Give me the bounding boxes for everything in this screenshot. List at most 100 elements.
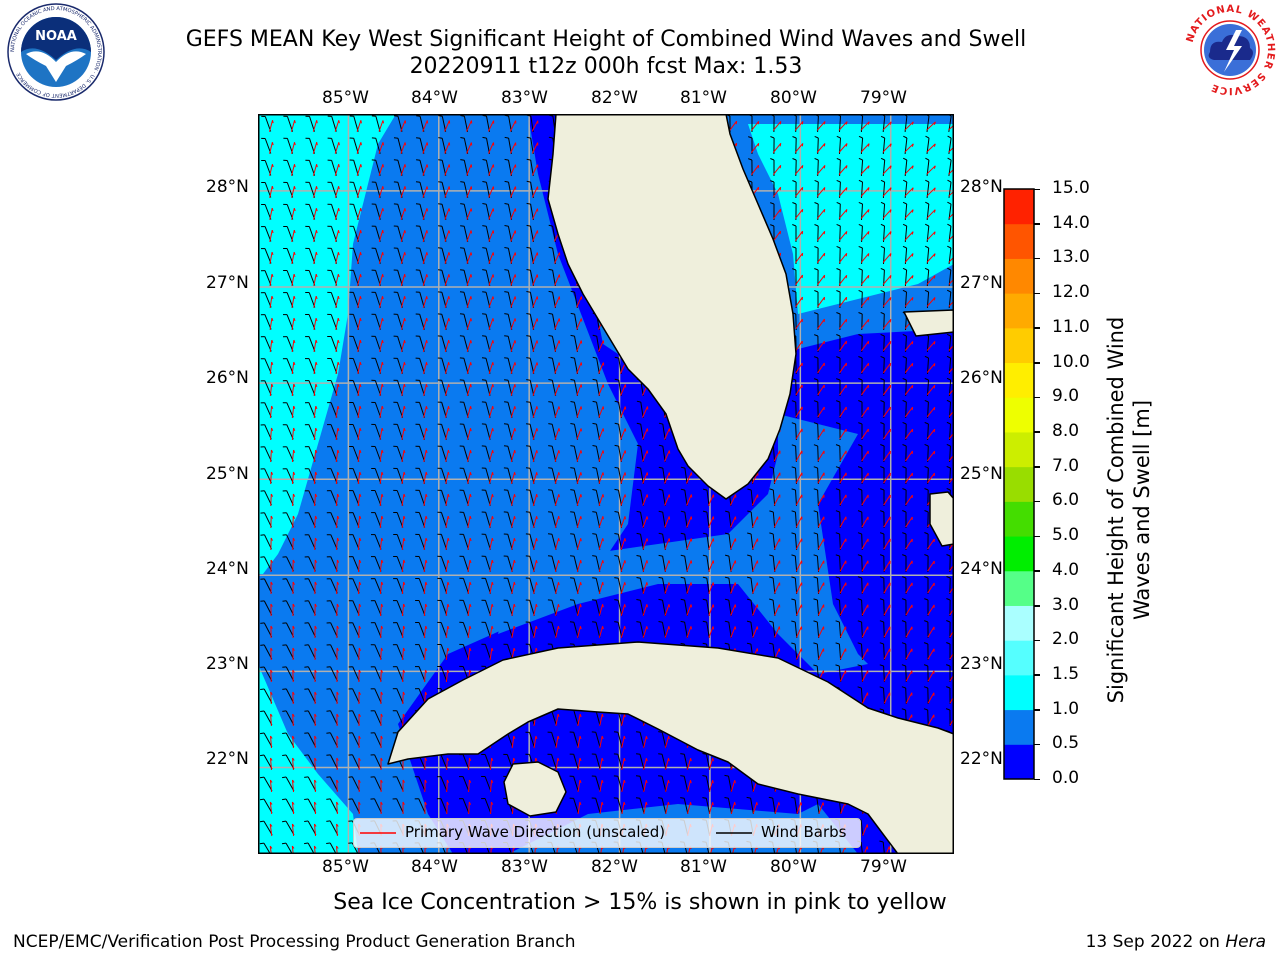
wind-barb-flag xyxy=(326,798,331,800)
wind-barb xyxy=(418,490,426,506)
wind-barb xyxy=(263,710,273,726)
wave-direction-arrow xyxy=(378,186,384,198)
wave-direction-arrow xyxy=(335,471,339,485)
wave-arrow-head xyxy=(469,625,472,630)
wind-barb-flag xyxy=(880,466,885,469)
wind-barb xyxy=(552,248,556,264)
wind-barb xyxy=(351,798,361,814)
wave-arrow-head xyxy=(778,802,780,806)
wind-barb xyxy=(307,710,317,726)
lon-label-bottom: 81°W xyxy=(680,857,727,877)
wind-barb-flag xyxy=(437,269,442,271)
wind-barb xyxy=(308,248,316,264)
wave-direction-arrow xyxy=(904,187,914,197)
wind-barb xyxy=(861,577,863,595)
wave-direction-arrow xyxy=(644,846,647,854)
wave-direction-arrow xyxy=(839,626,847,638)
wind-barb xyxy=(772,467,776,485)
wave-arrow-head xyxy=(580,626,582,630)
wind-barb xyxy=(419,270,425,286)
wave-direction-arrow xyxy=(816,252,826,264)
wind-barb-flag xyxy=(570,555,575,557)
wave-direction-arrow xyxy=(554,406,560,418)
wind-barb-flag xyxy=(504,357,509,359)
wave-direction-arrow xyxy=(445,604,449,616)
wind-barb-flag xyxy=(393,137,399,139)
wave-direction-arrow xyxy=(620,494,626,506)
wind-barb-flag xyxy=(813,444,818,447)
wave-arrow-head xyxy=(425,406,428,410)
wind-barb-flag xyxy=(769,554,774,557)
wind-barb-flag xyxy=(724,642,729,645)
wind-barb xyxy=(772,511,776,529)
wave-direction-arrow xyxy=(488,384,494,396)
wave-arrow-head xyxy=(712,780,714,784)
wave-arrow-head xyxy=(293,471,296,475)
wave-direction-arrow xyxy=(510,362,516,374)
wind-barb xyxy=(485,600,491,616)
wave-direction-arrow xyxy=(642,450,648,462)
wind-barb xyxy=(418,798,426,814)
colorbar-tick-mark xyxy=(1034,396,1040,399)
wave-arrow-head xyxy=(535,560,538,564)
wave-arrow-head xyxy=(404,230,406,234)
wave-direction-arrow xyxy=(795,252,803,264)
wind-barb xyxy=(374,424,382,440)
wave-arrow-head xyxy=(381,515,384,520)
wave-arrow-head xyxy=(867,209,870,213)
wave-arrow-head xyxy=(271,361,274,365)
wave-arrow-head xyxy=(448,406,450,410)
wave-arrow-head xyxy=(338,142,340,146)
wind-barb xyxy=(839,577,841,595)
wind-barb-flag xyxy=(724,620,729,623)
wind-barb-flag xyxy=(836,290,841,293)
wind-barb-flag xyxy=(880,510,885,513)
wind-barb xyxy=(330,490,338,506)
wind-barb-flag xyxy=(614,356,619,359)
wind-barb xyxy=(662,424,666,440)
wind-barb xyxy=(418,534,426,550)
wind-barb xyxy=(374,710,382,726)
wave-direction-arrow xyxy=(817,340,825,352)
wind-barb-flag xyxy=(923,642,929,645)
wind-barb xyxy=(396,402,404,418)
wind-barb xyxy=(507,424,513,440)
wind-barb-flag xyxy=(880,311,885,315)
wave-direction-arrow xyxy=(816,165,826,175)
wave-arrow-head xyxy=(558,538,560,542)
sea-ice-note: Sea Ice Concentration > 15% is shown in … xyxy=(333,890,947,915)
wind-barb xyxy=(463,380,469,396)
wave-direction-arrow xyxy=(510,428,516,440)
wave-direction-arrow xyxy=(401,362,405,374)
wave-direction-arrow xyxy=(664,604,670,616)
wind-barb-flag xyxy=(791,554,796,557)
wave-direction-arrow xyxy=(533,626,537,638)
wind-barb xyxy=(639,622,645,638)
wave-direction-arrow xyxy=(422,296,428,308)
wave-arrow-head xyxy=(337,405,340,410)
wave-direction-arrow xyxy=(509,142,517,154)
wind-barb-flag xyxy=(792,202,797,205)
wind-barb-flag xyxy=(636,510,641,513)
wind-barb xyxy=(817,445,819,463)
wind-barb xyxy=(463,314,469,330)
wind-barb xyxy=(507,490,513,506)
wind-barb-flag xyxy=(835,488,840,491)
wave-arrow-head xyxy=(403,625,406,629)
wave-arrow-head xyxy=(336,603,340,607)
wave-direction-arrow xyxy=(839,516,847,528)
wind-barb xyxy=(330,578,338,594)
wave-arrow-head xyxy=(491,647,494,652)
wind-barb-flag xyxy=(636,422,641,425)
wave-arrow-head xyxy=(293,208,296,212)
wave-direction-arrow xyxy=(795,230,803,242)
wave-arrow-head xyxy=(911,341,914,345)
wind-barb xyxy=(838,643,842,661)
wave-direction-arrow xyxy=(510,472,516,484)
wind-barb xyxy=(662,490,666,506)
wave-direction-arrow xyxy=(839,384,847,396)
wind-barb-flag xyxy=(902,355,907,359)
wind-barb xyxy=(286,490,294,506)
wave-direction-arrow xyxy=(358,603,360,617)
florida-peninsula xyxy=(547,114,797,500)
